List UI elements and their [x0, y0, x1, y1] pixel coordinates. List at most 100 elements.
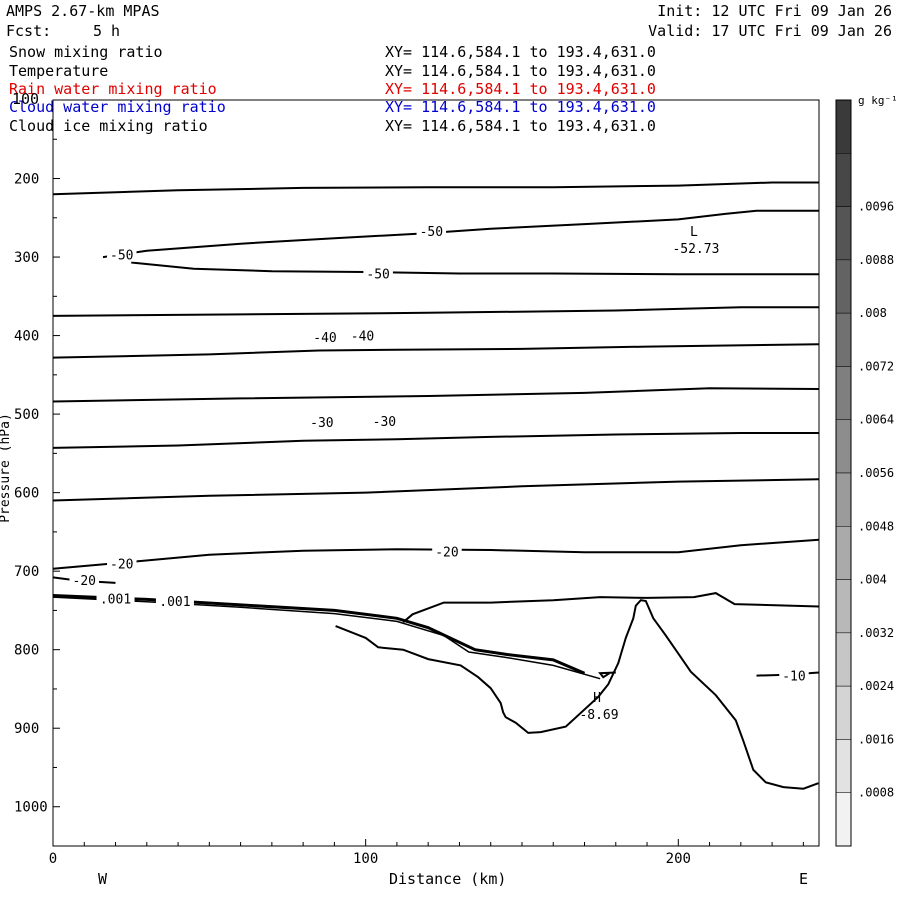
colorbar-swatch [835, 366, 852, 420]
field-xy-rain: XY= 114.6,584.1 to 193.4,631.0 [385, 80, 656, 98]
temperature-label-bg [779, 667, 809, 683]
field-xy-cloud-ice: XY= 114.6,584.1 to 193.4,631.0 [385, 117, 656, 135]
colorbar-swatch [835, 685, 852, 740]
temperature-contour [52, 432, 819, 449]
extremum-value: -52.73 [672, 242, 719, 257]
temperature-label-bg [69, 571, 100, 587]
temperature-contour [52, 478, 820, 502]
temperature-label: -50 [366, 268, 389, 283]
snow-label: .001 [100, 593, 131, 608]
colorbar-swatch [835, 206, 852, 261]
colorbar-label: .0096 [858, 200, 894, 214]
snow-label-bg [96, 590, 135, 606]
colorbar-label: .008 [858, 306, 887, 320]
colorbar-frame [835, 99, 852, 847]
x-tick-label: 100 [353, 851, 378, 867]
snow-label-bg [155, 592, 194, 608]
x-tick-label: 200 [666, 851, 691, 867]
y-tick-label: 1000 [14, 800, 48, 816]
temperature-label: -30 [310, 416, 333, 431]
colorbar-label: .0024 [858, 679, 894, 693]
colorbar-label: .0064 [858, 413, 894, 427]
extremum-marker: H [593, 691, 601, 706]
colorbar-swatch [835, 259, 852, 314]
field-name-temperature: Temperature [9, 62, 109, 80]
temperature-label-bg [310, 329, 340, 345]
colorbar-swatch [835, 153, 852, 207]
temperature-contour [131, 261, 819, 276]
temperature-label: -40 [313, 331, 336, 346]
temperature-contour [52, 306, 819, 317]
colorbar-label: .0008 [858, 786, 894, 800]
extremum-marker: L [690, 225, 698, 240]
y-tick-label: 400 [14, 329, 39, 345]
init-time: Init: 12 UTC Fri 09 Jan 26 [657, 2, 892, 20]
temperature-label-bg [107, 246, 137, 262]
colorbar-label: .0088 [858, 253, 894, 267]
colorbar-swatch [835, 739, 852, 793]
temperature-label: -20 [73, 574, 96, 589]
temperature-contour [52, 181, 819, 196]
temperature-label: -30 [373, 415, 396, 430]
temperature-label-bg [432, 543, 462, 559]
temperature-label-bg [416, 223, 447, 239]
field-xy-cloud-water: XY= 114.6,584.1 to 193.4,631.0 [385, 98, 656, 116]
temperature-label-bg [107, 555, 137, 571]
colorbar-swatch [835, 792, 852, 847]
x-axis-title: Distance (km) [389, 870, 507, 888]
y-tick-label: 900 [14, 721, 39, 737]
temperature-label: -50 [420, 225, 443, 240]
temperature-label-bg [347, 327, 378, 343]
model-title: AMPS 2.67-km MPAS [6, 2, 160, 20]
colorbar-units: g kg⁻¹ [858, 94, 898, 107]
temperature-contour [598, 671, 616, 679]
colorbar-swatch [835, 419, 852, 474]
temperature-label: -50 [110, 249, 133, 264]
forecast-label: Fcst: [6, 22, 52, 40]
plot-frame [52, 99, 820, 847]
direction-west: W [98, 870, 108, 888]
field-xy-snow: XY= 114.6,584.1 to 193.4,631.0 [385, 43, 656, 61]
field-xy-temperature: XY= 114.6,584.1 to 193.4,631.0 [385, 62, 656, 80]
colorbar-swatch [835, 472, 852, 527]
field-name-snow: Snow mixing ratio [9, 43, 163, 61]
y-tick-label: 200 [14, 172, 39, 188]
temperature-label: -10 [782, 670, 805, 685]
field-name-rain: Rain water mixing ratio [9, 80, 217, 98]
valid-time: Valid: 17 UTC Fri 09 Jan 26 [648, 22, 892, 40]
temperature-contour [102, 209, 819, 259]
y-tick-label-top: 100 [12, 90, 40, 108]
temperature-label: -40 [351, 330, 374, 345]
colorbar-swatch [835, 579, 852, 634]
temperature-label-bg [369, 413, 400, 429]
temperature-contour [52, 343, 820, 359]
y-tick-label: 700 [14, 564, 39, 580]
colorbar-label: .0056 [858, 466, 894, 480]
direction-east: E [799, 870, 809, 888]
extremum-value: -8.69 [579, 708, 618, 723]
colorbar-swatch [835, 312, 852, 367]
temperature-contour [402, 592, 820, 623]
colorbar-label: .0016 [858, 732, 894, 746]
colorbar-label: .0072 [858, 359, 894, 373]
colorbar-label: .0032 [858, 626, 894, 640]
y-tick-label: 800 [14, 643, 39, 659]
temperature-label-bg [363, 265, 393, 281]
colorbar-swatch [835, 632, 852, 687]
colorbar-swatch [835, 526, 852, 580]
terrain-outline [335, 599, 819, 790]
temperature-contour [52, 387, 820, 403]
colorbar-label: .004 [858, 573, 887, 587]
x-tick-label: 0 [49, 851, 57, 867]
field-name-cloud-water: Cloud water mixing ratio [9, 98, 226, 116]
field-name-cloud-ice: Cloud ice mixing ratio [9, 117, 208, 135]
colorbar-swatch [835, 99, 852, 154]
colorbar-label: .0048 [858, 519, 894, 533]
y-tick-label: 500 [14, 407, 39, 423]
y-tick-label: 600 [14, 486, 39, 502]
forecast-hours: 5 h [93, 22, 121, 40]
snow-contour [52, 594, 586, 675]
temperature-label: -20 [110, 557, 133, 572]
